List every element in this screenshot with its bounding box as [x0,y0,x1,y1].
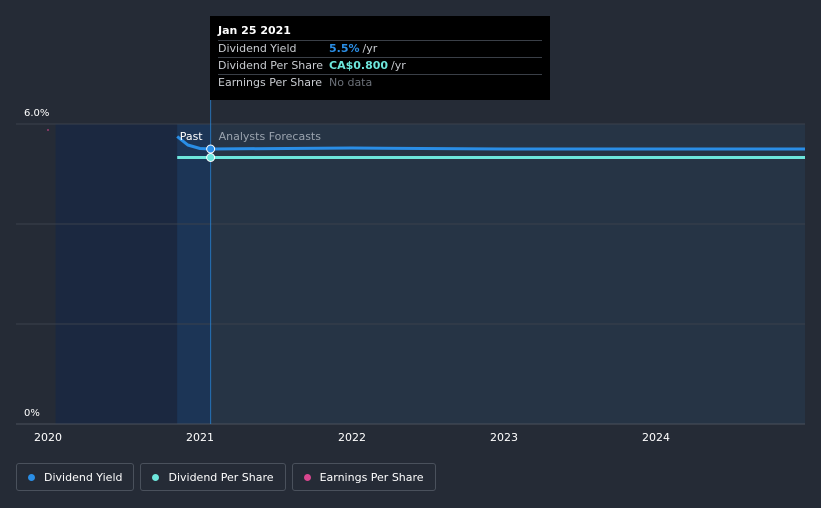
tooltip-date: Jan 25 2021 [218,24,291,37]
tooltip-row-dividend-yield: Dividend Yield 5.5% /yr [218,40,542,57]
legend-dot-icon [28,473,35,481]
legend-dot-icon [303,473,311,481]
tooltip-row-dividend-per-share: Dividend Per Share CA$0.800 /yr [218,57,542,74]
legend: Dividend Yield Dividend Per Share Earnin… [16,463,436,491]
x-tick-label: 2021 [186,431,214,444]
legend-item-dividend-yield[interactable]: Dividend Yield [16,463,135,491]
x-tick-label: 2023 [490,431,518,444]
legend-dot-icon [152,473,160,481]
series-marker-dividend-per-share [206,153,216,162]
tooltip-unit: /yr [362,42,378,55]
y-tick-label: 6.0% [24,108,49,119]
tooltip-unit: /yr [391,59,406,72]
x-tick-label: 2020 [34,431,62,444]
legend-label: Dividend Yield [44,470,123,484]
legend-item-earnings-per-share[interactable]: Earnings Per Share [291,463,436,491]
x-tick-label: 2022 [338,431,366,444]
forecast-region [210,124,805,424]
past-label: Past [180,130,204,143]
y-tick-label: 0% [24,408,40,419]
tooltip-value: CA$0.800 [329,59,389,72]
series-line-dividend-yield [176,135,805,151]
legend-label: Earnings Per Share [319,470,424,484]
tooltip: Jan 25 2021 Dividend Yield 5.5% /yr Divi… [210,16,550,100]
tooltip-value: No data [329,76,373,89]
series-marker-dividend-yield [206,144,216,154]
tooltip-row-earnings-per-share: Earnings Per Share No data [218,74,542,91]
x-tick-label: 2024 [642,431,670,444]
legend-label: Dividend Per Share [168,470,274,484]
forecast-label: Analysts Forecasts [219,130,322,143]
tooltip-label: Dividend Yield [218,42,297,55]
past-highlight-region [177,124,211,424]
tooltip-label: Earnings Per Share [218,76,323,89]
tooltip-value: 5.5% [329,42,360,55]
tooltip-label: Dividend Per Share [218,59,324,72]
legend-item-dividend-per-share[interactable]: Dividend Per Share [140,463,286,491]
